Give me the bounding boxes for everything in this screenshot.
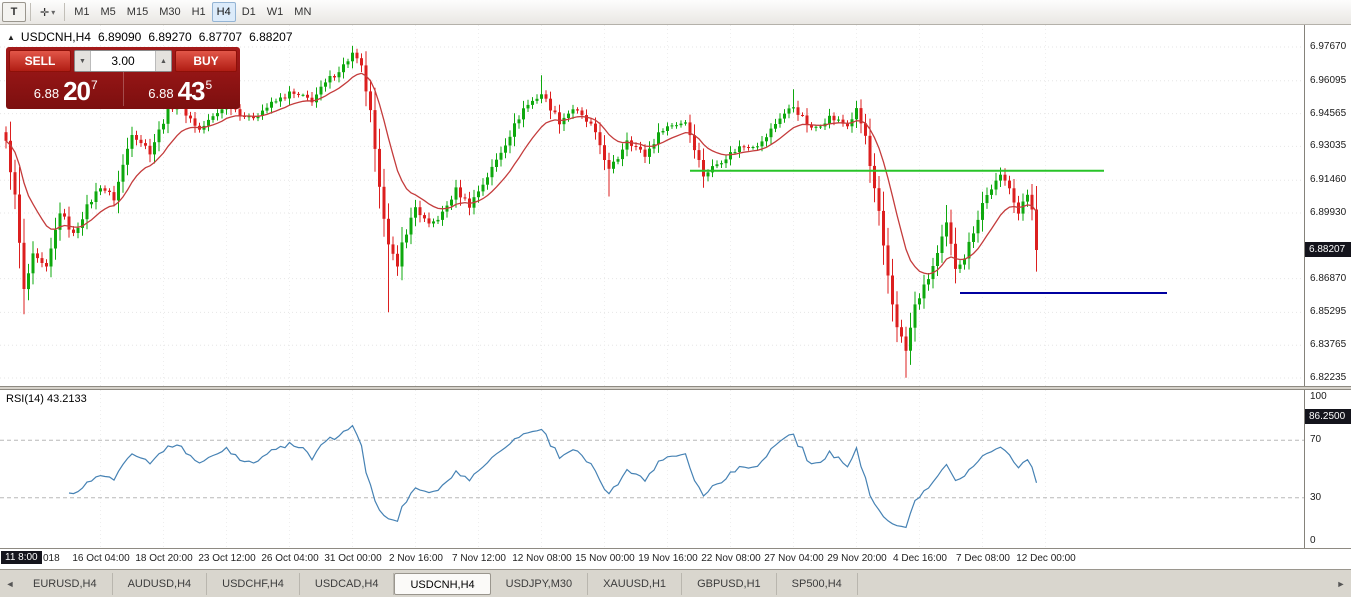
time-axis-label: 23 Oct 12:00	[198, 553, 256, 564]
price-axis-label: 6.85295	[1310, 306, 1347, 317]
timeframe-button-mn[interactable]: MN	[294, 6, 312, 18]
timeframe-button-h4[interactable]: H4	[211, 2, 236, 22]
time-axis-label: 7 Nov 12:00	[452, 553, 506, 564]
time-axis-label: 15 Nov 00:00	[575, 553, 635, 564]
time-axis-label: 12 Dec 00:00	[1016, 553, 1076, 564]
pane-divider[interactable]	[0, 386, 1351, 390]
time-axis-label: 29 Nov 20:00	[827, 553, 887, 564]
time-axis-label: 2 Nov 16:00	[389, 553, 443, 564]
one-click-toggle-icon[interactable]: ▲	[7, 32, 15, 42]
rsi-pane[interactable]	[0, 390, 1304, 548]
volume-control: ▼ 3.00 ▲	[74, 50, 172, 72]
sell-price-point: 7	[91, 78, 98, 92]
sell-price-display[interactable]: 6.88 20 7	[9, 72, 123, 106]
ohlc-low: 6.87707	[198, 30, 243, 44]
symbol-tab-usdjpy[interactable]: USDJPY,M30	[491, 572, 589, 595]
rsi-axis-label: 70	[1310, 434, 1322, 445]
rsi-level-badge: 86.2500	[1305, 409, 1351, 424]
tabs-scroll-right-icon[interactable]: ►	[1336, 578, 1346, 589]
time-axis-label: 18 Oct 20:00	[135, 553, 193, 564]
buy-button[interactable]: BUY	[175, 50, 237, 72]
symbol-tab-usdcnh[interactable]: USDCNH,H4	[394, 572, 491, 595]
time-axis-label: 31 Oct 00:00	[324, 553, 382, 564]
drawing-tool-icon: ✛	[40, 6, 50, 19]
one-click-trading-panel: SELL ▼ 3.00 ▲ BUY 6.88 20 7 6.88 43 5	[6, 47, 240, 109]
current-price-badge: 6.88207	[1305, 242, 1351, 257]
time-axis-label: 26 Oct 04:00	[261, 553, 319, 564]
chart-title: ▲ USDCNH,H4 6.89090 6.89270 6.87707 6.88…	[7, 30, 293, 44]
candles	[4, 45, 1038, 378]
time-axis-label: 22 Nov 08:00	[701, 553, 761, 564]
timeframe-toolbar: M1 M5 M15 M30 H1 H4 D1 W1 MN	[69, 2, 316, 22]
ohlc-high: 6.89270	[148, 30, 192, 44]
volume-increase-button[interactable]: ▲	[155, 51, 171, 71]
price-axis-label: 6.83765	[1310, 339, 1347, 350]
timeframe-button-m15[interactable]: M15	[126, 6, 149, 18]
symbol-tabs: EURUSD,H4 AUDUSD,H4 USDCHF,H4 USDCAD,H4 USDC…	[18, 572, 1333, 595]
buy-price-point: 5	[205, 78, 213, 92]
time-axis-label: 27 Nov 04:00	[764, 553, 824, 564]
price-axis-label: 6.93035	[1310, 140, 1347, 151]
rsi-line	[68, 424, 1038, 529]
symbol-tab-eurusd[interactable]: EURUSD,H4	[18, 572, 113, 595]
timeframe-button-m5[interactable]: M5	[100, 6, 116, 18]
tabs-scroll-left-icon[interactable]: ◄	[5, 578, 15, 589]
rsi-axis-label: 0	[1310, 535, 1316, 546]
timeframe-button-m1[interactable]: M1	[74, 6, 90, 18]
symbol-tab-gbpusd[interactable]: GBPUSD,H1	[682, 572, 777, 595]
volume-input[interactable]: 3.00	[111, 54, 135, 68]
buy-price-display[interactable]: 6.88 43 5	[122, 72, 238, 106]
time-axis-label: 12 Nov 08:00	[512, 553, 572, 564]
candlestick-chart	[0, 25, 1304, 386]
toolbar-separator	[64, 3, 66, 21]
buy-price-big-figure: 6.88	[148, 86, 174, 101]
symbol-tab-xauusd[interactable]: XAUUSD,H1	[588, 572, 683, 595]
price-axis-label: 6.82235	[1310, 372, 1347, 383]
ohlc-open: 6.89090	[97, 30, 142, 44]
rsi-axis-label: 100	[1310, 391, 1327, 402]
toolbar-truncated-button[interactable]: T	[2, 2, 26, 22]
chart-symbol-label: USDCNH,H4	[20, 30, 91, 44]
symbol-tab-usdcad[interactable]: USDCAD,H4	[300, 572, 395, 595]
timeframe-button-m30[interactable]: M30	[159, 6, 181, 18]
ohlc-close: 6.88207	[249, 30, 293, 44]
symbol-tab-sp500[interactable]: SP500,H4	[777, 572, 858, 595]
time-cursor-badge: 11 8:00	[1, 551, 42, 564]
rsi-axis-label: 30	[1310, 492, 1322, 503]
symbol-tab-audusd[interactable]: AUDUSD,H4	[113, 572, 208, 595]
toolbar-separator	[30, 3, 31, 21]
buy-price-pips: 43	[177, 76, 206, 106]
rsi-indicator-label: RSI(14) 43.2133	[6, 393, 87, 405]
time-axis-partial-label: 018	[43, 553, 60, 564]
drawing-tool-button[interactable]: ✛ ▾	[35, 2, 60, 22]
price-axis-label: 6.86870	[1310, 273, 1347, 284]
time-axis-label: 7 Dec 08:00	[956, 553, 1010, 564]
price-axis-label: 6.89930	[1310, 207, 1347, 218]
sell-price-pips: 20	[63, 76, 91, 106]
timeframe-button-w1[interactable]: W1	[266, 6, 284, 18]
sell-button[interactable]: SELL	[9, 50, 71, 72]
chevron-down-icon: ▾	[51, 7, 56, 17]
timeframe-button-d1[interactable]: D1	[241, 6, 256, 18]
symbol-tab-usdchf[interactable]: USDCHF,H4	[207, 572, 300, 595]
symbol-tab-bar: ◄ EURUSD,H4 AUDUSD,H4 USDCHF,H4 USDCAD,H4 US…	[0, 569, 1351, 597]
timeframe-button-h1[interactable]: H1	[191, 6, 206, 18]
volume-decrease-button[interactable]: ▼	[75, 51, 91, 71]
sell-price-big-figure: 6.88	[33, 86, 60, 101]
price-axis-label: 6.91460	[1310, 174, 1347, 185]
toolbar: T ✛ ▾ M1 M5 M15 M30 H1 H4 D1 W1 MN	[0, 0, 1351, 25]
moving-average-line	[5, 72, 1038, 275]
price-axis[interactable]: 6.88207 86.2500 6.97670 6.96095 6.94565 6.9…	[1304, 25, 1351, 548]
time-axis[interactable]: 11 8:00 018 16 Oct 04:00 18 Oct 20:00 23 O…	[0, 548, 1351, 569]
time-axis-label: 19 Nov 16:00	[638, 553, 698, 564]
time-axis-label: 16 Oct 04:00	[72, 553, 130, 564]
price-axis-label: 6.94565	[1310, 108, 1347, 119]
time-axis-label: 4 Dec 16:00	[893, 553, 947, 564]
rsi-chart	[0, 390, 1304, 548]
price-axis-label: 6.96095	[1310, 75, 1347, 86]
price-axis-label: 6.97670	[1310, 41, 1347, 52]
